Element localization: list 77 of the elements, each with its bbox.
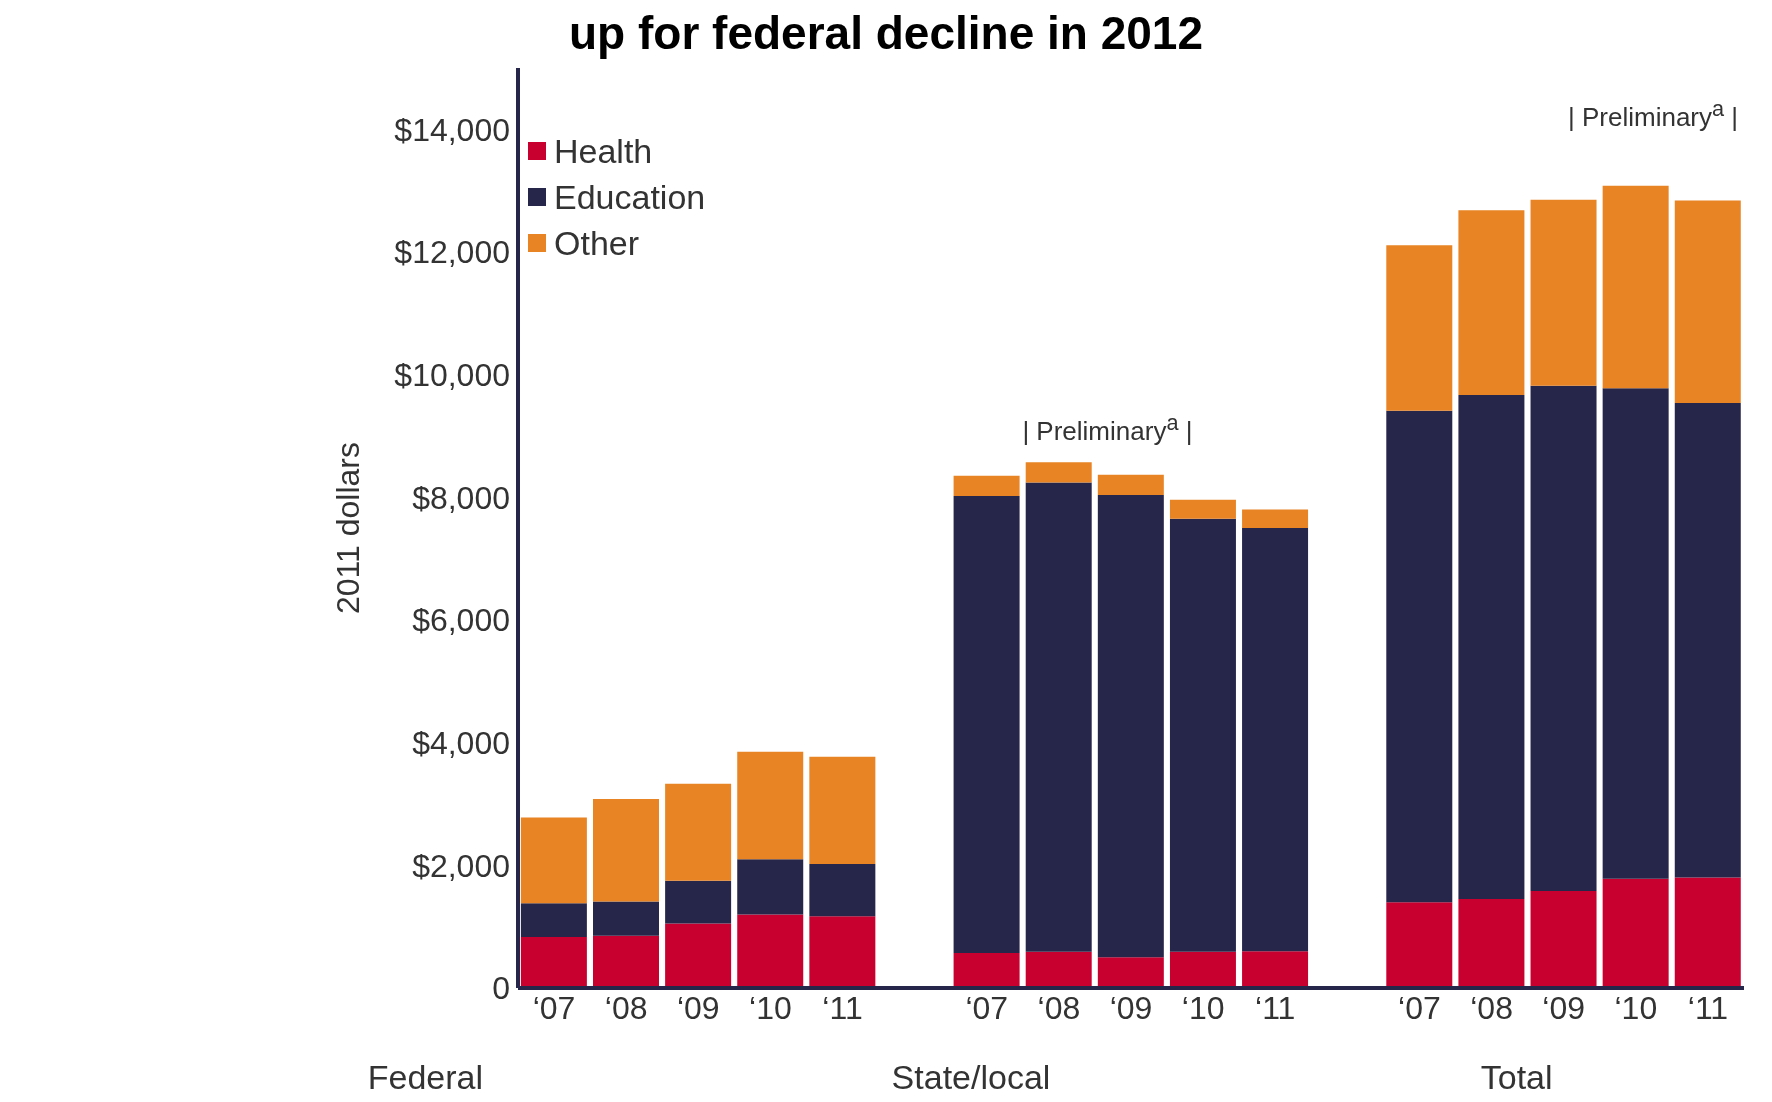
bar [737, 751, 804, 860]
bar [1025, 482, 1092, 952]
bar [593, 799, 659, 902]
bar [665, 783, 732, 881]
bar [1097, 474, 1164, 495]
bar [1025, 462, 1092, 483]
y-tick-label: 0 [492, 970, 510, 1007]
bar [953, 475, 1020, 497]
bar [1242, 528, 1309, 952]
y-tick-label: $4,000 [412, 725, 510, 762]
bar [1169, 499, 1236, 519]
bar [1386, 245, 1453, 411]
x-tick-label: ‘09 [1109, 989, 1153, 1026]
bar [1025, 951, 1092, 988]
annotation: | Preliminary$^{a}$ | [1567, 95, 1740, 133]
chart-title: up for federal decline in 2012 [568, 7, 1204, 59]
bar [1097, 494, 1164, 958]
bar [809, 756, 876, 865]
legend-label: Other [554, 223, 640, 264]
bar [1530, 891, 1597, 988]
bar [1602, 878, 1669, 988]
bar [809, 916, 876, 988]
y-axis-title: 2011 dollars [330, 442, 367, 614]
bar [593, 901, 659, 936]
x-tick-label: ‘10 [749, 989, 792, 1026]
bar [665, 880, 732, 924]
bar [737, 859, 804, 915]
bar [1097, 957, 1164, 988]
x-tick-label: ‘09 [676, 989, 720, 1026]
text: Federal [366, 1058, 484, 1097]
bar [953, 953, 1020, 988]
y-tick-label: $2,000 [412, 847, 510, 884]
bar [1458, 899, 1525, 988]
bar [1386, 902, 1453, 988]
bar [1458, 210, 1525, 395]
y-tick-label: $10,000 [394, 357, 510, 394]
text: Total [1479, 1058, 1554, 1097]
x-tick-label: ‘11 [1255, 989, 1296, 1026]
bar [1530, 385, 1597, 892]
x-tick-label: ‘08 [1037, 989, 1081, 1026]
x-tick-label: ‘10 [1614, 989, 1658, 1026]
bar [1169, 951, 1236, 988]
bar [1242, 509, 1309, 528]
bar [1674, 200, 1741, 403]
bar [1674, 877, 1741, 988]
x-tick-label: ‘07 [1398, 989, 1441, 1026]
bar [520, 937, 587, 988]
bar [1458, 394, 1525, 900]
x-tick-label: ‘07 [532, 989, 576, 1026]
x-tick-label: ‘07 [965, 989, 1009, 1026]
x-tick-label: ‘10 [1181, 989, 1225, 1026]
legend-label: Education [554, 177, 706, 218]
bar [737, 914, 804, 988]
x-tick-label: ‘11 [822, 989, 863, 1026]
bar [1602, 388, 1669, 879]
bar [1530, 199, 1597, 386]
legend-label: Health [554, 131, 653, 172]
x-tick-label: ‘11 [1687, 989, 1729, 1026]
bar [953, 496, 1020, 954]
bar [809, 864, 876, 917]
bar [593, 935, 659, 988]
x-tick-label: ‘09 [1542, 989, 1586, 1026]
bar [1674, 402, 1741, 878]
bar [1242, 951, 1309, 988]
y-tick-label: $12,000 [394, 234, 510, 271]
bar [1386, 410, 1453, 903]
y-tick-label: $6,000 [412, 602, 510, 639]
bar [665, 923, 732, 988]
x-tick-label: ‘08 [604, 989, 648, 1026]
y-tick-label: $8,000 [412, 479, 510, 516]
annotation: | Preliminary$^{a}$ | [1021, 409, 1194, 447]
x-tick-label: ‘08 [1470, 989, 1513, 1026]
bar [1169, 518, 1236, 952]
bar [1602, 185, 1669, 389]
bar [520, 817, 587, 904]
text: State/local [890, 1058, 1052, 1097]
y-tick-label: $14,000 [394, 111, 510, 148]
